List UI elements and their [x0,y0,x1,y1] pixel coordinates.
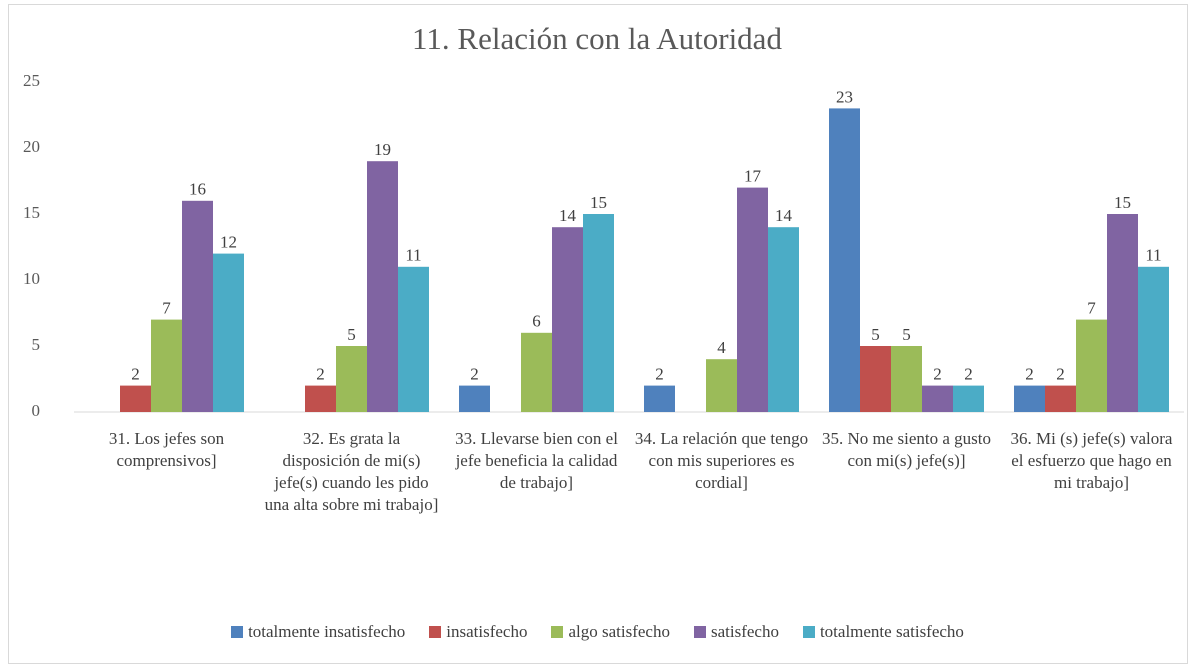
data-label: 5 [347,325,356,344]
y-tick-label: 15 [23,203,40,222]
y-tick-label: 25 [23,71,40,90]
data-label: 2 [316,365,325,384]
bar [1014,385,1045,412]
bar [151,319,182,412]
legend-label: totalmente insatisfecho [248,622,406,641]
bar [213,253,244,412]
data-label: 2 [131,365,140,384]
bar [706,359,737,412]
data-label: 7 [162,299,171,318]
legend-label: algo satisfecho [568,622,670,641]
bar [583,214,614,412]
x-tick-label: 35. No me siento a gusto con mi(s) jefe(… [821,429,992,470]
legend-item: satisfecho [693,622,779,642]
data-label: 2 [1056,365,1065,384]
data-label: 2 [1025,365,1034,384]
bar [860,346,891,412]
y-tick-label: 0 [32,401,41,420]
x-tick-label: 34. La relación que tengo con mis superi… [634,429,809,492]
bar [336,346,367,412]
bar [459,385,490,412]
legend-swatch [429,626,442,638]
chart-title: 11. Relación con la Autoridad [412,21,782,56]
data-label: 6 [532,312,541,331]
data-label: 2 [964,365,973,384]
bar [737,187,768,412]
data-label: 4 [717,338,726,357]
data-label: 2 [933,365,942,384]
bar [1076,319,1107,412]
data-label: 7 [1087,299,1096,318]
bar [1107,214,1138,412]
legend-label: insatisfecho [446,622,528,641]
bar [521,332,552,412]
bar [1045,385,1076,412]
data-label: 19 [374,140,391,159]
bar [922,385,953,412]
legend-swatch [802,626,815,638]
y-tick-label: 5 [32,335,41,354]
legend-item: totalmente insatisfecho [231,622,405,642]
data-label: 15 [1114,193,1131,212]
data-label: 12 [220,233,237,252]
bar [768,227,799,412]
data-label: 14 [775,206,793,225]
bar [552,227,583,412]
bar [829,108,860,413]
data-label: 23 [836,87,853,106]
bar [182,200,213,412]
legend-item: totalmente satisfecho [802,622,964,642]
bar [891,346,922,412]
data-label: 11 [1145,246,1161,265]
legend-item: insatisfecho [429,622,527,642]
data-label: 14 [559,206,577,225]
bar [1138,266,1169,412]
y-tick-label: 20 [23,137,40,156]
x-tick-label: 32. Es grata la disposición de mi(s) jef… [264,429,439,514]
x-tick-label: 31. Los jefes son comprensivos] [108,429,225,470]
legend-item: algo satisfecho [551,622,670,642]
data-label: 11 [405,246,421,265]
data-label: 17 [744,167,762,186]
data-label: 15 [590,193,607,212]
bar [367,161,398,412]
legend-swatch [693,626,706,638]
legend-swatch [551,626,564,638]
bar [953,385,984,412]
bar [644,385,675,412]
data-label: 5 [902,325,911,344]
y-tick-label: 10 [23,269,40,288]
bar [120,385,151,412]
x-tick-label: 33. Llevarse bien con el jefe beneficia … [455,429,618,492]
data-label: 2 [655,365,664,384]
legend-swatch [231,626,244,638]
data-label: 5 [871,325,880,344]
data-label: 16 [189,180,206,199]
bar [398,266,429,412]
x-tick-label: 36. Mi (s) jefe(s) valora el esfuerzo qu… [1010,429,1173,492]
bar [305,385,336,412]
legend: totalmente insatisfecho insatisfecho algo … [0,622,1195,642]
legend-label: satisfecho [710,622,779,641]
data-label: 2 [470,365,479,384]
chart-frame [8,4,1188,664]
legend-label: totalmente satisfecho [819,622,964,641]
